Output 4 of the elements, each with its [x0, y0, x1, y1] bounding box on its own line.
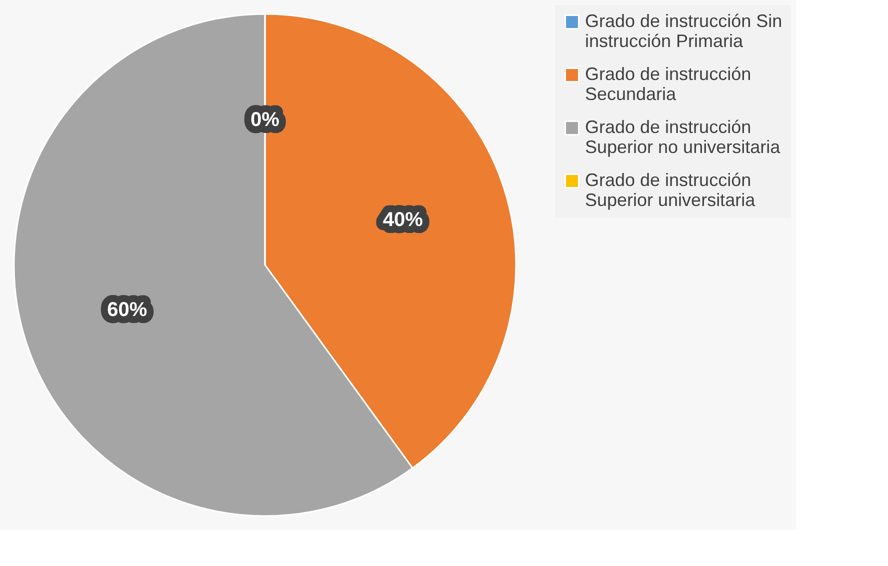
- legend-label: Grado de instrucción Superior universitaria: [585, 170, 756, 210]
- legend-label: Grado de instrucción Secundaria: [585, 64, 752, 104]
- legend-label: Grado de instrucción Sin instrucción Primaria: [585, 11, 782, 51]
- legend-label: Grado de instrucción Superior no universitaria: [585, 117, 782, 157]
